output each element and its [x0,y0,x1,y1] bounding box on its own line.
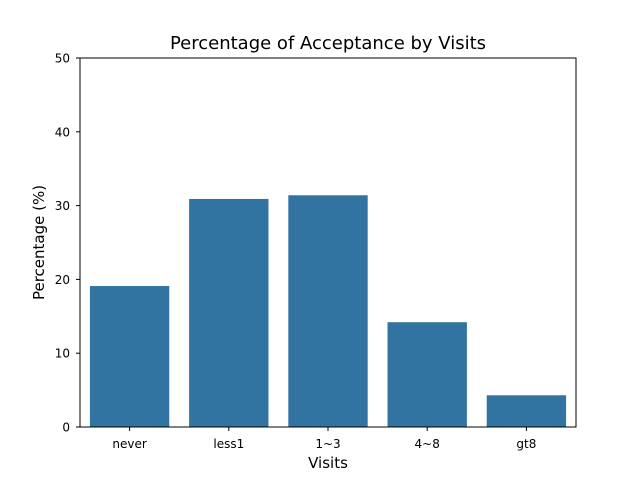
x-ticks: never less1 1~3 4~8 gt8 [112,427,536,451]
y-tick-label: 10 [55,347,70,361]
y-tick-label: 0 [62,421,70,435]
y-tick-label: 40 [55,125,70,139]
x-tick-label: gt8 [516,437,536,451]
bars [89,195,567,427]
chart-title: Percentage of Acceptance by Visits [170,33,486,54]
bar-4~8 [387,322,467,427]
bar-1~3 [288,195,368,427]
plot-area: 0 10 20 30 40 50 never less1 1~3 4~8 gt8 [55,52,577,451]
x-tick-label: never [112,437,146,451]
bar-gt8 [486,395,567,427]
y-tick-label: 50 [55,52,70,66]
y-tick-label: 30 [55,199,70,213]
plot-frame [79,57,577,428]
bar-less1 [189,198,269,427]
x-tick-label: less1 [213,437,244,451]
x-tick-label: 1~3 [315,437,340,451]
x-tick-label: 4~8 [415,437,440,451]
y-tick-label: 20 [55,273,70,287]
x-axis-label: Visits [308,454,348,472]
y-axis-label: Percentage (%) [30,185,48,300]
bar-never [89,286,170,427]
y-ticks: 0 10 20 30 40 50 [55,52,80,435]
